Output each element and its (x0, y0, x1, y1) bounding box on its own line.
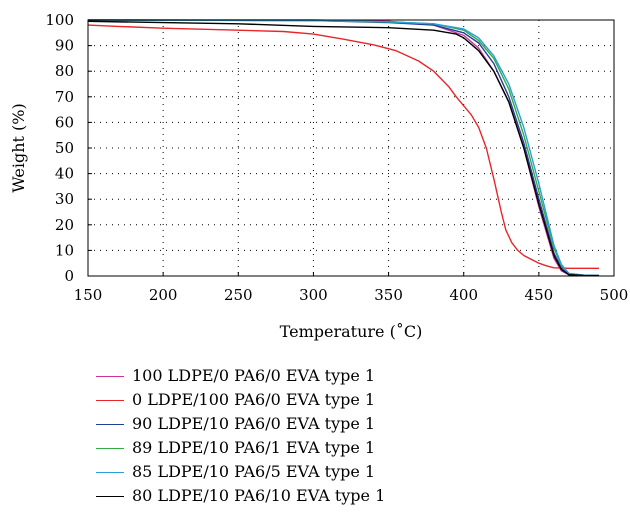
y-tick-label: 20 (55, 216, 74, 234)
y-tick-label: 0 (64, 267, 74, 285)
y-tick-label: 70 (55, 88, 74, 106)
series-line-4 (87, 19, 600, 277)
y-tick-label: 30 (55, 190, 74, 208)
legend-label: 80 LDPE/10 PA6/10 EVA type 1 (132, 486, 386, 505)
y-tick-label: 100 (45, 11, 74, 29)
y-tick-label: 10 (55, 241, 74, 259)
x-tick-label: 450 (525, 286, 554, 304)
y-tick-label: 90 (55, 37, 74, 55)
x-tick-label: 350 (374, 286, 403, 304)
series-line-6 (87, 20, 600, 277)
series-line-3 (87, 19, 600, 277)
y-axis-label: Weight (%) (9, 103, 28, 192)
weight-temperature-chart: 150 200 250 300 350 400 450 500 0 10 20 30 40 50 60 70 8… (9, 11, 628, 341)
legend-swatch (96, 472, 124, 473)
legend-label: 85 LDPE/10 PA6/5 EVA type 1 (132, 462, 376, 481)
y-tick-label: 50 (55, 139, 74, 157)
axis-ticks: 150 200 250 300 350 400 450 500 0 10 20 30 40 50 60 70 8… (45, 11, 628, 304)
legend-label: 0 LDPE/100 PA6/0 EVA type 1 (132, 390, 376, 409)
legend-swatch (96, 424, 124, 425)
legend-swatch (96, 448, 124, 449)
y-tick-label: 80 (55, 62, 74, 80)
series-line-1 (88, 19, 599, 276)
legend-label: 90 LDPE/10 PA6/0 EVA type 1 (132, 414, 376, 433)
gridlines (88, 20, 614, 276)
x-tick-label: 150 (74, 286, 103, 304)
x-tick-label: 250 (224, 286, 253, 304)
x-axis-label: Temperature (˚C) (280, 322, 423, 341)
x-tick-label: 300 (299, 286, 328, 304)
legend-label: 100 LDPE/0 PA6/0 EVA type 1 (132, 366, 376, 385)
y-tick-label: 40 (55, 165, 74, 183)
x-tick-label: 500 (600, 286, 629, 304)
legend-swatch (96, 400, 124, 401)
legend-swatch (96, 376, 124, 377)
y-tick-label: 60 (55, 113, 74, 131)
x-tick-label: 200 (149, 286, 178, 304)
series-lines (87, 19, 600, 277)
series-line-5 (87, 19, 600, 277)
legend-swatch (96, 496, 124, 497)
legend-label: 89 LDPE/10 PA6/1 EVA type 1 (132, 438, 376, 457)
x-tick-label: 400 (449, 286, 478, 304)
series-line-2 (87, 24, 599, 269)
